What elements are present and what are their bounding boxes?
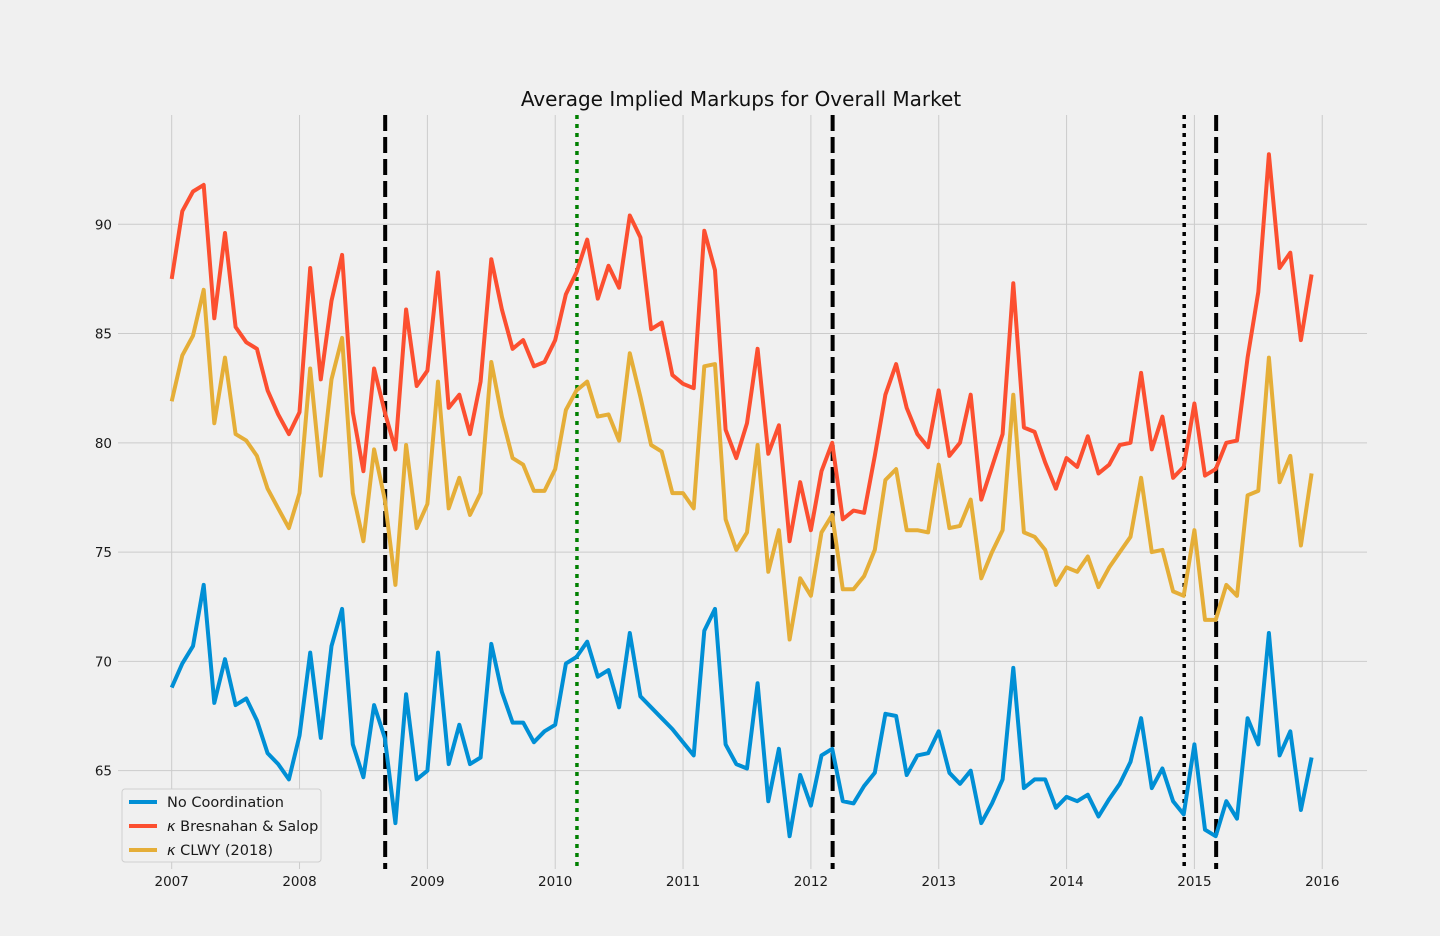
x-tick-label: 2008: [282, 874, 316, 890]
y-tick-label: 80: [95, 436, 112, 452]
series-line-1: [169, 152, 1314, 544]
y-tick-label: 65: [95, 764, 112, 780]
x-tick-label: 2016: [1305, 874, 1339, 890]
legend-symbol: κ: [167, 843, 176, 859]
x-tick-label: 2015: [1177, 874, 1211, 890]
legend-name: No Coordination: [167, 795, 284, 811]
y-tick-label: 75: [95, 545, 112, 561]
y-tick-label: 85: [95, 327, 112, 343]
x-tick-label: 2013: [922, 874, 956, 890]
legend-symbol: κ: [167, 819, 176, 835]
tick-labels: 2007 2008 2009 2010 2011 2012 2013 2014 2015 2016…: [95, 217, 1340, 890]
legend-name: Bresnahan & Salop: [176, 819, 319, 835]
legend-label: κ Bresnahan & Salop: [167, 819, 318, 835]
x-tick-label: 2010: [538, 874, 572, 890]
chart-title: Average Implied Markups for Overall Mark…: [521, 87, 961, 111]
x-tick-label: 2011: [666, 874, 700, 890]
x-tick-label: 2007: [155, 874, 189, 890]
series-line-2: [169, 287, 1314, 642]
plot-area: [118, 115, 1367, 869]
x-tick-label: 2009: [410, 874, 444, 890]
series-lines: [169, 152, 1314, 839]
series-line-0: [169, 582, 1314, 839]
y-tick-label: 90: [95, 217, 112, 233]
y-tick-label: 70: [95, 654, 112, 670]
legend-box: [121, 788, 322, 863]
x-tick-label: 2012: [794, 874, 828, 890]
legend-name: CLWY (2018): [176, 843, 274, 859]
x-tick-label: 2014: [1049, 874, 1083, 890]
legend-label: κ CLWY (2018): [167, 843, 273, 859]
legend-label: No Coordination: [167, 795, 284, 811]
